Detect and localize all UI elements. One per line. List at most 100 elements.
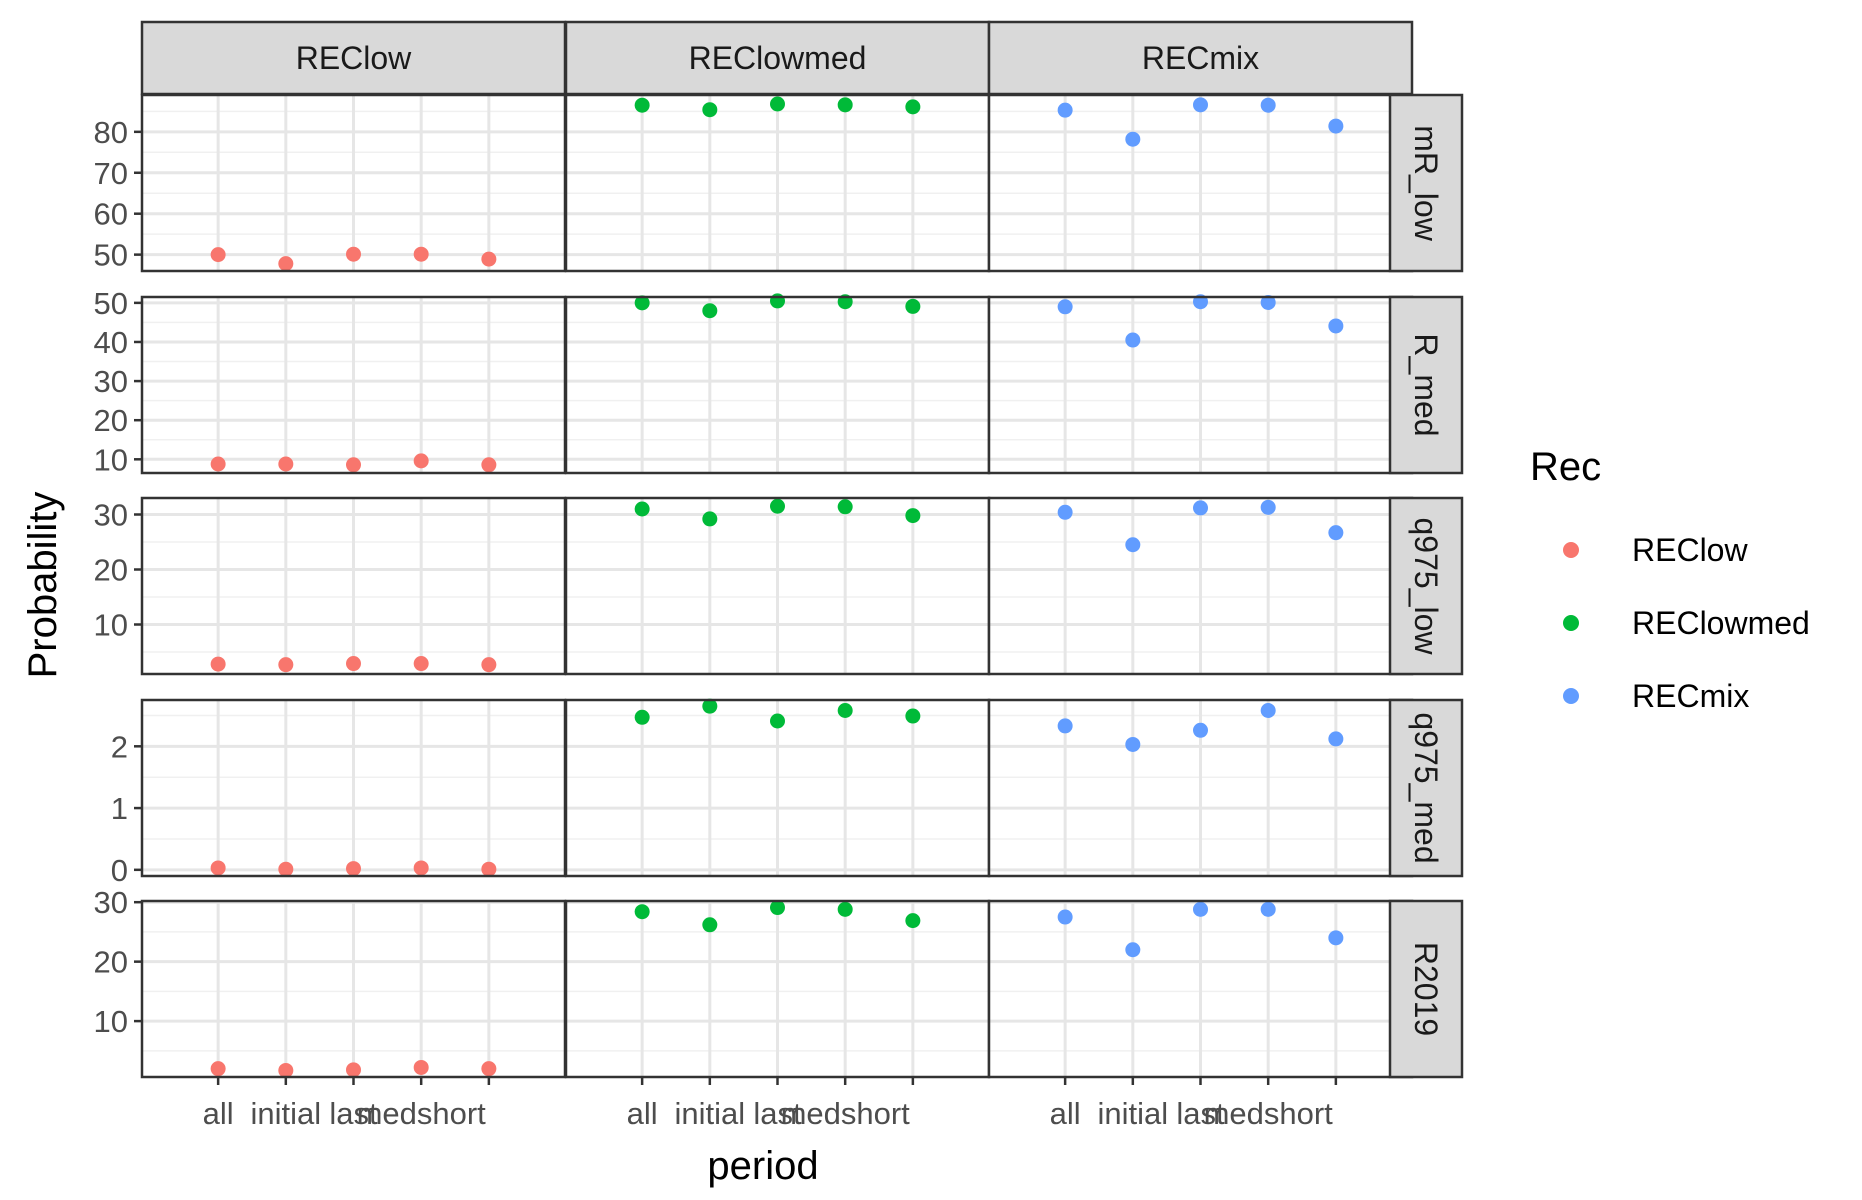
data-point: [837, 97, 853, 113]
data-point: [481, 251, 497, 267]
y-tick-label: 20: [94, 945, 128, 980]
y-tick-label: 30: [94, 885, 128, 920]
data-point: [634, 97, 650, 113]
data-point: [837, 499, 853, 515]
data-point: [1193, 97, 1208, 113]
data-point: [1125, 332, 1141, 348]
legend-label: RECmix: [1632, 678, 1749, 714]
y-tick-label: 60: [94, 197, 128, 232]
x-tick-label: last: [329, 1096, 378, 1131]
data-point: [210, 860, 226, 876]
data-point: [481, 457, 497, 473]
legend-key: [1563, 615, 1579, 631]
data-point: [278, 1062, 294, 1078]
y-tick-label: 30: [94, 498, 128, 533]
data-point: [210, 456, 226, 472]
data-point: [278, 861, 294, 877]
data-point: [1260, 499, 1276, 515]
data-point: [1057, 718, 1073, 734]
column-strip-label: REClowmed: [689, 40, 867, 76]
y-tick-label: 80: [94, 115, 128, 150]
x-tick-label: all: [203, 1096, 234, 1131]
data-point: [770, 713, 785, 729]
y-tick-label: 1: [111, 791, 128, 826]
x-tick-label: initial: [674, 1096, 745, 1131]
data-point: [413, 860, 429, 876]
row-strip-label: q975_med: [1408, 712, 1444, 863]
row-strip-label: R2019: [1408, 942, 1444, 1036]
data-point: [1328, 731, 1344, 747]
data-point: [1057, 504, 1073, 520]
data-point: [481, 657, 497, 673]
data-point: [346, 457, 361, 473]
facet-panels: REClow REClowmed RECmix 50 60 70 80 mR_low 10 20 3…: [94, 20, 1464, 1131]
column-strip-label: REClow: [296, 40, 412, 76]
x-tick-label: last: [753, 1096, 802, 1131]
legend: Rec REClow REClowmed RECmix: [1530, 445, 1810, 714]
data-point: [1260, 901, 1276, 917]
data-point: [1260, 97, 1276, 113]
data-point: [837, 702, 853, 718]
y-tick-label: 40: [94, 325, 128, 360]
data-point: [346, 246, 361, 262]
data-point: [346, 861, 361, 877]
x-tick-label: all: [1050, 1096, 1081, 1131]
data-point: [770, 498, 785, 514]
column-strip: [564, 20, 991, 96]
y-tick-label: 50: [94, 286, 128, 321]
data-point: [346, 656, 361, 672]
data-point: [702, 698, 718, 714]
data-point: [905, 298, 921, 314]
y-tick-label: 10: [94, 608, 128, 643]
x-axis-title: period: [707, 1144, 818, 1188]
data-point: [905, 708, 921, 724]
y-tick-label: 20: [94, 553, 128, 588]
legend-key: [1563, 688, 1579, 704]
data-point: [770, 900, 785, 916]
data-point: [634, 904, 650, 920]
data-point: [634, 295, 650, 311]
x-tick-label: all: [627, 1096, 658, 1131]
row-strip-label: R_med: [1408, 333, 1444, 436]
x-tick-label: last: [1176, 1096, 1225, 1131]
data-point: [1125, 736, 1141, 752]
data-point: [905, 99, 921, 115]
data-point: [905, 913, 921, 929]
data-point: [481, 861, 497, 877]
y-tick-label: 20: [94, 403, 128, 438]
y-tick-label: 2: [111, 729, 128, 764]
column-strip: [140, 20, 567, 96]
y-tick-label: 10: [94, 442, 128, 477]
x-tick-label: initial: [250, 1096, 321, 1131]
data-point: [210, 247, 226, 263]
row-strip-label: mR_low: [1408, 125, 1444, 241]
row-strip: [1388, 899, 1464, 1079]
y-axis-title: Probability: [21, 492, 65, 679]
data-point: [1260, 294, 1276, 310]
row-strip: [1388, 496, 1464, 676]
x-tick-label: medshort: [781, 1096, 911, 1131]
y-tick-label: 30: [94, 364, 128, 399]
data-point: [278, 256, 294, 272]
data-point: [905, 508, 921, 524]
data-point: [278, 657, 294, 673]
data-point: [770, 96, 785, 112]
data-point: [702, 303, 718, 319]
data-point: [413, 1059, 429, 1075]
data-point: [702, 917, 718, 933]
data-point: [210, 1061, 226, 1077]
data-point: [1125, 131, 1141, 147]
data-point: [278, 456, 294, 472]
column-strip-label: RECmix: [1142, 40, 1259, 76]
row-strip: [1388, 295, 1464, 475]
data-point: [210, 656, 226, 672]
data-point: [1328, 118, 1344, 134]
y-tick-label: 50: [94, 238, 128, 273]
y-tick-label: 70: [94, 156, 128, 191]
data-point: [346, 1062, 361, 1078]
data-point: [413, 453, 429, 469]
data-point: [770, 293, 785, 309]
data-point: [413, 246, 429, 262]
data-point: [1193, 901, 1208, 917]
